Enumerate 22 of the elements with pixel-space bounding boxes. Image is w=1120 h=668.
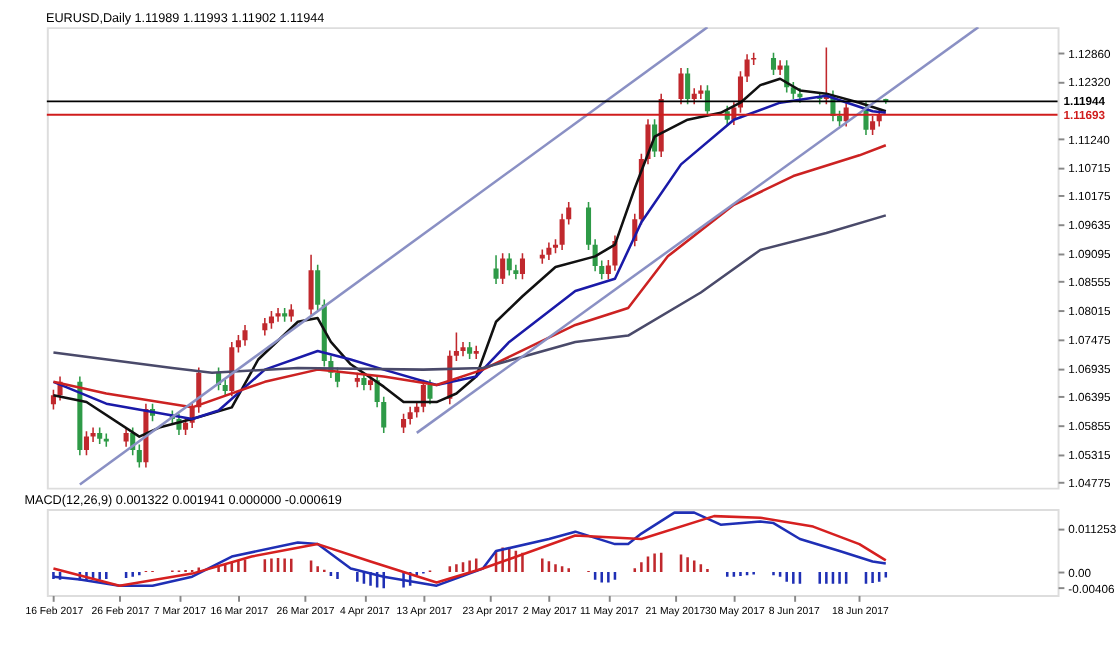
candlestick	[83, 430, 89, 456]
candlestick	[770, 51, 777, 76]
candlestick	[90, 426, 96, 443]
candlestick	[308, 253, 314, 316]
candlestick	[275, 307, 281, 323]
candlestick	[242, 324, 248, 347]
candlestick	[500, 252, 506, 285]
candlestick	[315, 264, 321, 311]
candlestick	[401, 412, 407, 434]
candlestick	[427, 378, 433, 405]
candlestick	[870, 115, 876, 136]
candlestick	[123, 426, 129, 448]
candlestick	[136, 443, 142, 469]
candlestick	[685, 67, 691, 106]
candlestick	[473, 344, 479, 360]
candlestick	[678, 67, 684, 106]
candlestick	[493, 254, 499, 285]
candlestick	[506, 252, 512, 277]
candlestick	[519, 252, 525, 280]
candlestick	[704, 84, 710, 118]
line-series	[52, 214, 888, 375]
candlestick	[698, 84, 704, 100]
